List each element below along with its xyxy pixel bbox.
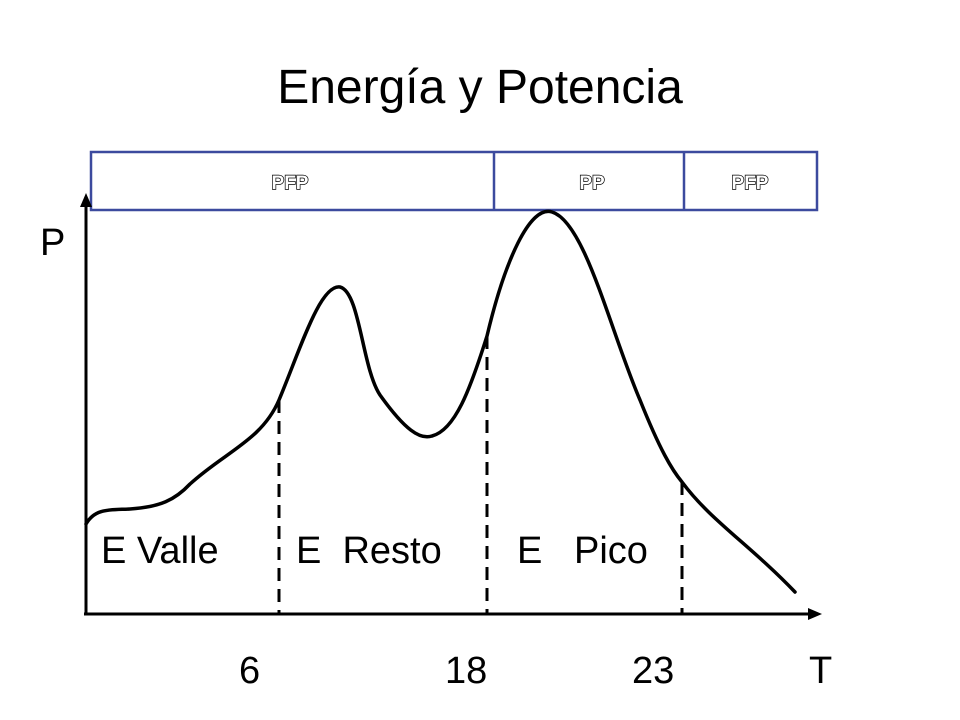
band-label-pfp-1: PFP [272,173,309,194]
region-label-resto: E Resto [296,530,442,572]
slide-title: Energía y Potencia [277,61,683,114]
hour-separators [277,336,684,614]
region-label-valle: E Valle [101,530,219,572]
band-label-pfp-2: PFP [732,173,769,194]
tariff-band-bar: PFP PP PFP [89,150,819,212]
x-axis-label: T [809,650,833,692]
load-curve [84,209,797,594]
band-label-pp: PP [579,173,605,194]
tick-label-18: 18 [445,650,488,692]
tick-label-23: 23 [632,650,675,692]
x-axis-arrowhead [808,608,822,620]
axes [80,193,822,620]
band-frame [89,150,819,212]
region-label-pico: E Pico [517,530,648,572]
tick-label-6: 6 [239,650,261,692]
y-axis-label: P [40,222,66,264]
y-axis-arrowhead [80,193,92,207]
